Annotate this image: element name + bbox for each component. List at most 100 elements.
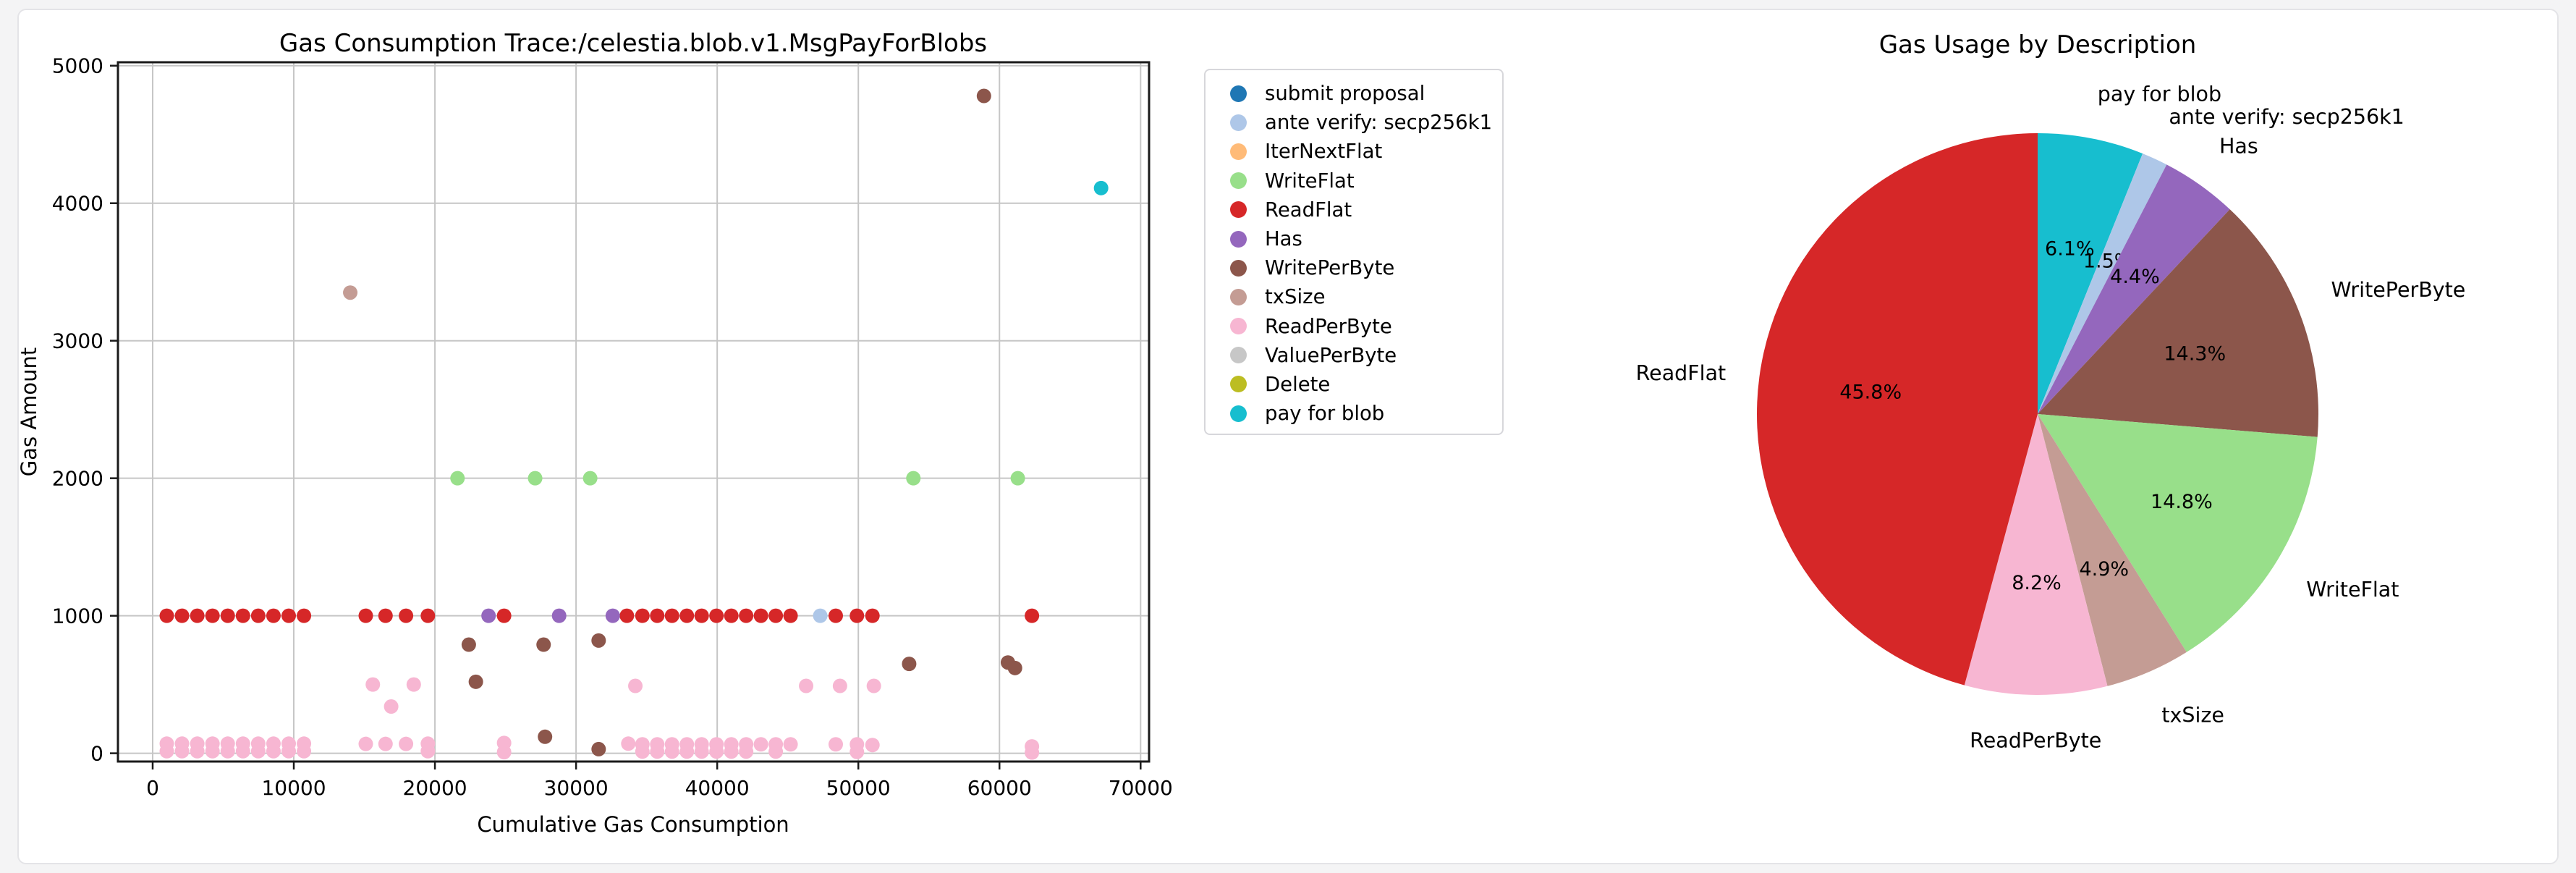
scatter-point xyxy=(420,743,436,759)
scatter-point xyxy=(1007,660,1022,675)
scatter-point xyxy=(190,743,205,759)
x-tick-label: 70000 xyxy=(1109,776,1173,800)
scatter-point xyxy=(828,737,843,752)
pie-slice-label: pay for blob xyxy=(2098,82,2221,106)
scatter-point xyxy=(1093,180,1109,195)
y-tick-label: 2000 xyxy=(52,467,103,491)
scatter-point xyxy=(266,743,281,759)
scatter-point xyxy=(297,743,312,759)
legend-item: Delete xyxy=(1206,370,1502,399)
legend-label: txSize xyxy=(1265,285,1326,309)
y-tick-label: 3000 xyxy=(52,329,103,353)
legend-marker-icon xyxy=(1230,376,1247,393)
scatter-legend: submit proposal ante verify: secp256k1 Ite… xyxy=(1204,69,1504,435)
scatter-point xyxy=(281,608,297,623)
x-tick-label: 10000 xyxy=(261,776,326,800)
scatter-point xyxy=(235,743,250,759)
scatter-point xyxy=(378,608,393,623)
legend-marker-icon xyxy=(1230,318,1247,335)
legend-label: ValuePerByte xyxy=(1265,343,1397,367)
scatter-point xyxy=(866,678,881,693)
scatter-point xyxy=(628,678,643,693)
scatter-point xyxy=(709,744,724,759)
scatter-point xyxy=(528,471,543,486)
scatter-point xyxy=(768,744,784,759)
scatter-point xyxy=(551,608,567,623)
scatter-point xyxy=(753,737,768,752)
legend-label: ante verify: secp256k1 xyxy=(1265,111,1493,135)
pie-slice xyxy=(2038,209,2318,437)
scatter-point xyxy=(768,608,784,623)
pie-percent-label: 4.9% xyxy=(2079,558,2129,581)
scatter-point xyxy=(783,737,798,752)
pie-percent-label: 8.2% xyxy=(2012,572,2062,594)
pie-slice-label: WritePerByte xyxy=(2331,278,2466,302)
scatter-point xyxy=(358,608,373,623)
scatter-point xyxy=(468,674,483,689)
pie-slice xyxy=(2038,164,2230,414)
legend-marker-icon xyxy=(1230,347,1247,364)
scatter-point xyxy=(205,743,220,759)
legend-item: submit proposal xyxy=(1206,79,1502,108)
pie-percent-label: 6.1% xyxy=(2045,237,2095,260)
pie-percent-label: 45.8% xyxy=(1839,381,1902,403)
scatter-point xyxy=(205,608,220,623)
scatter-point xyxy=(828,608,843,623)
scatter-point xyxy=(832,678,847,693)
legend-label: Has xyxy=(1265,227,1302,251)
scatter-point xyxy=(679,608,695,623)
scatter-title: Gas Consumption Trace:/celestia.blob.v1.… xyxy=(279,29,988,58)
scatter-point xyxy=(813,608,828,623)
scatter-point xyxy=(190,608,205,623)
scatter-point xyxy=(709,608,724,623)
scatter-point xyxy=(536,637,551,652)
x-tick-label: 40000 xyxy=(685,776,750,800)
scatter-point xyxy=(496,608,512,623)
scatter-point xyxy=(865,608,880,623)
pie-slice-label: ReadFlat xyxy=(1636,361,1726,385)
scatter-point xyxy=(619,608,635,623)
legend-marker-icon xyxy=(1230,201,1247,219)
legend-item: ReadPerByte xyxy=(1206,312,1502,341)
scatter-point xyxy=(174,608,190,623)
pie-percent-label: 4.4% xyxy=(2110,266,2160,288)
x-tick-label: 30000 xyxy=(544,776,609,800)
scatter-point xyxy=(865,738,880,753)
legend-item: WriteFlat xyxy=(1206,166,1502,195)
y-tick-label: 4000 xyxy=(52,192,103,216)
scatter-point xyxy=(481,608,496,623)
legend-marker-icon xyxy=(1230,114,1247,131)
pie-slice-label: ante verify: secp256k1 xyxy=(2169,105,2405,129)
legend-item: txSize xyxy=(1206,282,1502,311)
scatter-point xyxy=(694,608,709,623)
scatter-point xyxy=(220,608,235,623)
scatter-point xyxy=(679,744,695,759)
scatter-point xyxy=(358,736,373,751)
scatter-point xyxy=(694,744,709,759)
scatter-point xyxy=(724,608,739,623)
legend-label: ReadPerByte xyxy=(1265,314,1392,338)
y-tick-label: 5000 xyxy=(52,54,103,78)
legend-item: ReadFlat xyxy=(1206,195,1502,224)
scatter-point xyxy=(399,736,414,751)
pie-slice-label: txSize xyxy=(2161,703,2224,727)
x-tick-label: 0 xyxy=(146,776,159,800)
pie-percent-label: 14.3% xyxy=(2164,342,2226,365)
legend-marker-icon xyxy=(1230,143,1247,160)
scatter-point xyxy=(538,729,553,744)
scatter-point xyxy=(1025,608,1040,623)
pie-slice-label: Has xyxy=(2219,134,2258,158)
scatter-point xyxy=(174,743,190,759)
scatter-point xyxy=(650,608,665,623)
pie-slice xyxy=(2038,153,2167,414)
scatter-point xyxy=(605,608,620,623)
scatter-point xyxy=(159,608,174,623)
scatter-point xyxy=(406,677,421,692)
scatter-point xyxy=(799,678,814,693)
scatter-point xyxy=(976,88,991,104)
scatter-point xyxy=(450,471,465,486)
legend-item: IterNextFlat xyxy=(1206,137,1502,166)
scatter-point xyxy=(250,743,266,759)
